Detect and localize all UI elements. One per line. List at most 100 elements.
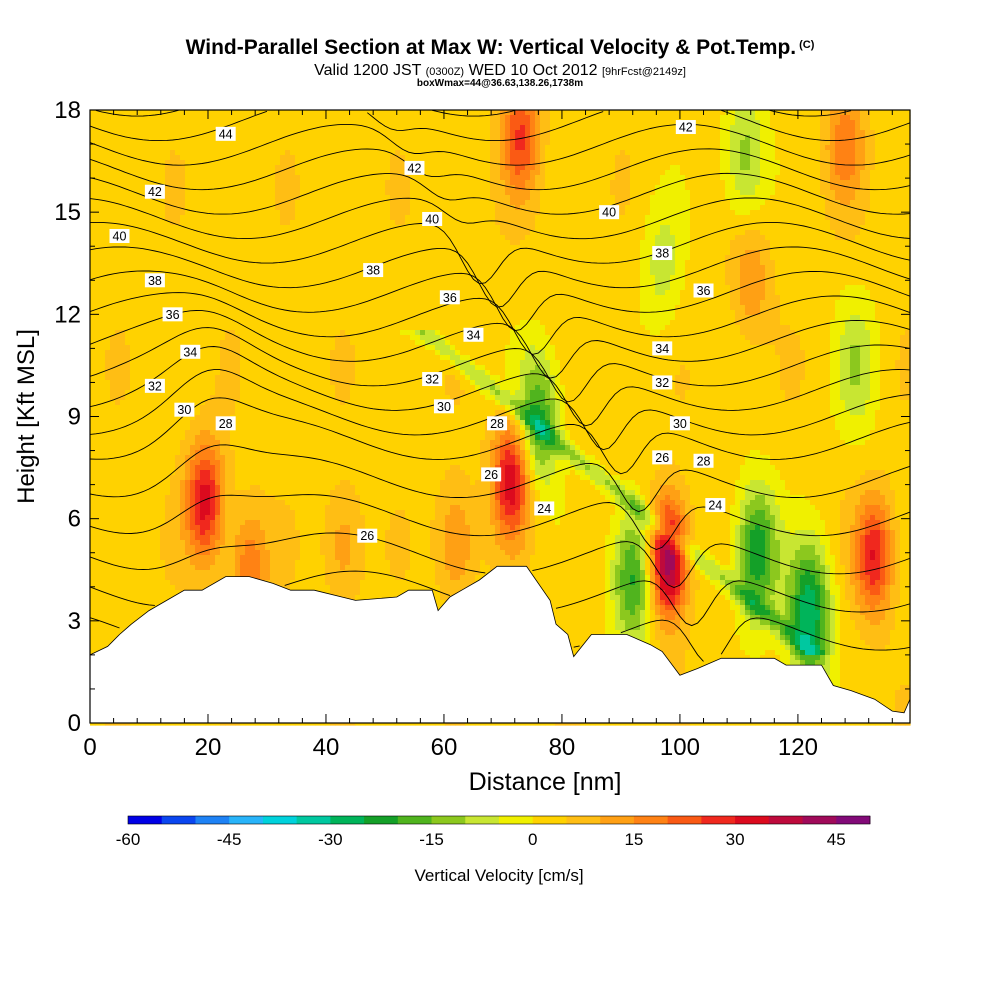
velocity-cell (145, 150, 151, 156)
velocity-cell (540, 120, 546, 126)
velocity-cell (285, 250, 291, 256)
velocity-cell (140, 150, 146, 156)
velocity-cell (670, 190, 676, 196)
velocity-cell (175, 125, 181, 131)
velocity-cell (465, 245, 471, 251)
velocity-cell (800, 205, 806, 211)
velocity-cell (260, 245, 266, 251)
velocity-cell (385, 170, 391, 176)
velocity-cell (570, 255, 576, 261)
velocity-cell (805, 205, 811, 211)
velocity-cell (390, 125, 396, 131)
velocity-cell (485, 150, 491, 156)
velocity-cell (435, 160, 441, 166)
velocity-cell (260, 210, 266, 216)
velocity-cell (390, 230, 396, 236)
velocity-cell (785, 110, 791, 116)
velocity-cell (840, 160, 846, 166)
velocity-cell (745, 120, 751, 126)
velocity-cell (510, 200, 516, 206)
velocity-cell (475, 175, 481, 181)
velocity-cell (540, 165, 546, 171)
velocity-cell (670, 240, 676, 246)
velocity-cell (140, 230, 146, 236)
velocity-cell (185, 125, 191, 131)
velocity-cell (395, 185, 401, 191)
velocity-cell (635, 135, 641, 141)
velocity-cell (310, 115, 316, 121)
velocity-cell (430, 175, 436, 181)
velocity-cell (110, 120, 116, 126)
velocity-cell (905, 225, 911, 231)
velocity-cell (790, 180, 796, 186)
velocity-cell (460, 175, 466, 181)
velocity-cell (880, 145, 886, 151)
velocity-cell (450, 185, 456, 191)
velocity-cell (560, 245, 566, 251)
velocity-cell (145, 200, 151, 206)
velocity-cell (445, 120, 451, 126)
velocity-cell (355, 215, 361, 221)
velocity-cell (230, 155, 236, 161)
velocity-cell (130, 125, 136, 131)
velocity-cell (195, 160, 201, 166)
velocity-cell (330, 175, 336, 181)
velocity-cell (735, 190, 741, 196)
velocity-cell (580, 230, 586, 236)
velocity-cell (555, 135, 561, 141)
velocity-cell (690, 135, 696, 141)
velocity-cell (635, 110, 641, 116)
velocity-cell (680, 200, 686, 206)
velocity-cell (590, 170, 596, 176)
velocity-cell (765, 210, 771, 216)
velocity-cell (545, 165, 551, 171)
velocity-cell (525, 155, 531, 161)
velocity-cell (455, 200, 461, 206)
velocity-cell (540, 135, 546, 141)
velocity-cell (610, 145, 616, 151)
velocity-cell (590, 215, 596, 221)
velocity-cell (145, 135, 151, 141)
velocity-cell (400, 115, 406, 121)
velocity-cell (270, 205, 276, 211)
velocity-cell (205, 220, 211, 226)
velocity-cell (495, 175, 501, 181)
velocity-cell (350, 205, 356, 211)
velocity-cell (445, 160, 451, 166)
velocity-cell (440, 115, 446, 121)
velocity-cell (310, 170, 316, 176)
velocity-cell (540, 155, 546, 161)
velocity-cell (345, 135, 351, 141)
velocity-cell (470, 130, 476, 136)
velocity-cell (460, 210, 466, 216)
velocity-cell (275, 155, 281, 161)
velocity-cell (130, 135, 136, 141)
velocity-cell (665, 130, 671, 136)
velocity-cell (655, 130, 661, 136)
velocity-cell (845, 225, 851, 231)
velocity-cell (140, 175, 146, 181)
velocity-cell (420, 195, 426, 201)
velocity-cell (805, 220, 811, 226)
velocity-cell (560, 230, 566, 236)
velocity-cell (140, 195, 146, 201)
velocity-cell (905, 220, 911, 226)
velocity-cell (290, 180, 296, 186)
velocity-cell (580, 110, 586, 116)
velocity-cell (235, 200, 241, 206)
velocity-cell (465, 240, 471, 246)
velocity-cell (710, 245, 716, 251)
velocity-cell (290, 155, 296, 161)
velocity-cell (810, 215, 816, 221)
velocity-cell (855, 165, 861, 171)
velocity-cell (130, 180, 136, 186)
velocity-cell (280, 185, 286, 191)
velocity-cell (155, 210, 161, 216)
velocity-cell (830, 140, 836, 146)
velocity-cell (790, 140, 796, 146)
velocity-cell (230, 160, 236, 166)
velocity-cell (320, 235, 326, 241)
velocity-cell (745, 145, 751, 151)
velocity-cell (870, 180, 876, 186)
velocity-cell (150, 145, 156, 151)
